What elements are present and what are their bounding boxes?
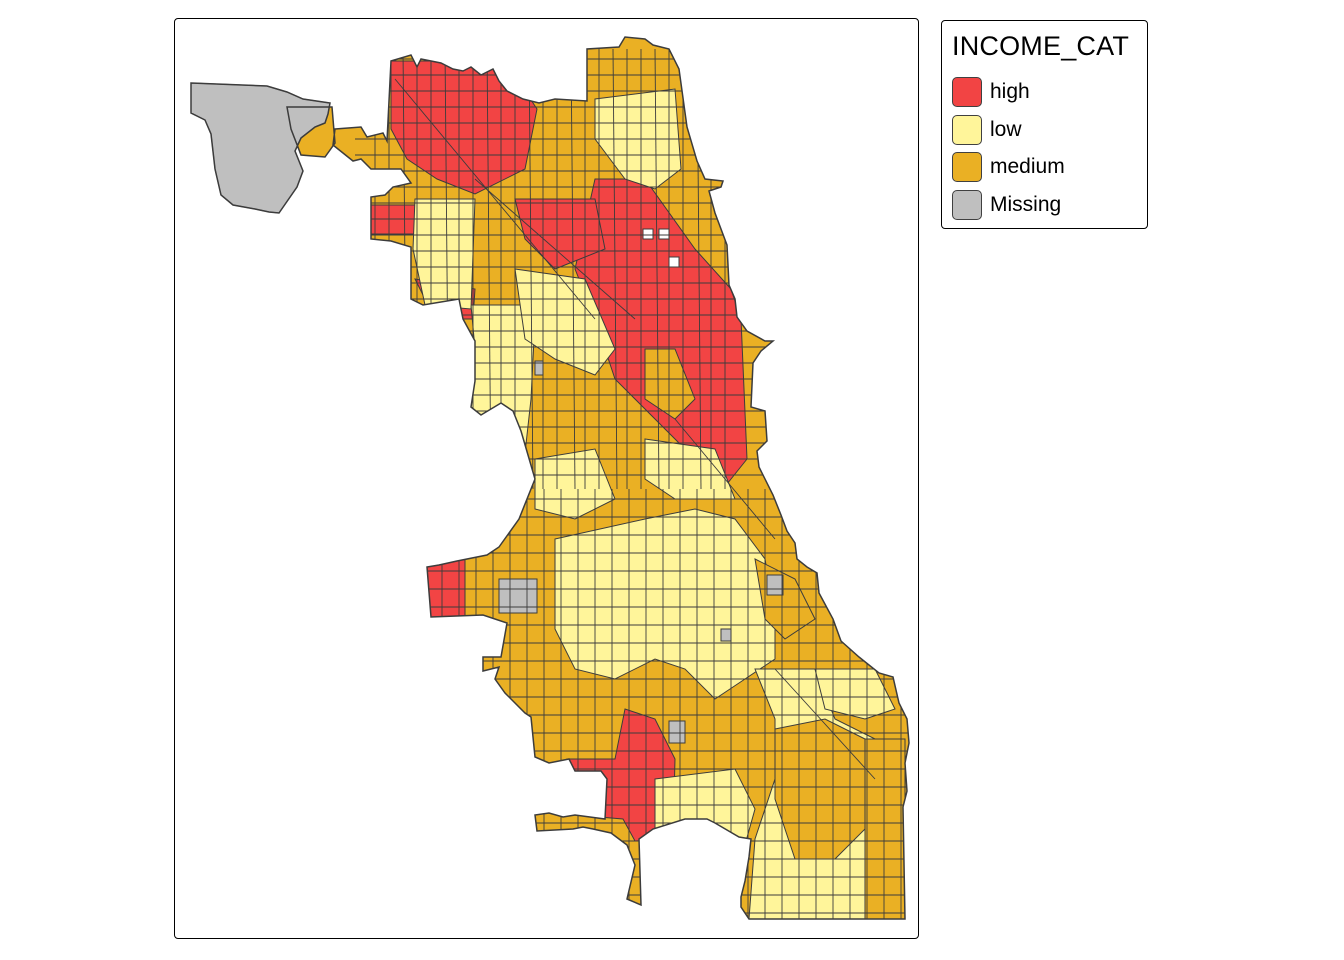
- legend-swatch-missing: [952, 190, 982, 220]
- legend-item-medium: medium: [952, 150, 1065, 184]
- legend-item-low: low: [952, 113, 1022, 147]
- legend-item-missing: Missing: [952, 188, 1061, 222]
- map-panel: [174, 18, 919, 939]
- legend-label-high: high: [990, 80, 1030, 103]
- map-legend: INCOME_CAT high low medium Missing: [941, 20, 1148, 229]
- legend-swatch-low: [952, 115, 982, 145]
- legend-item-high: high: [952, 75, 1030, 109]
- legend-label-medium: medium: [990, 155, 1065, 178]
- legend-title: INCOME_CAT: [952, 31, 1130, 61]
- legend-swatch-high: [952, 77, 982, 107]
- legend-swatch-medium: [952, 152, 982, 182]
- legend-label-missing: Missing: [990, 193, 1062, 216]
- legend-label-low: low: [990, 118, 1022, 141]
- choropleth-map: [190, 36, 910, 920]
